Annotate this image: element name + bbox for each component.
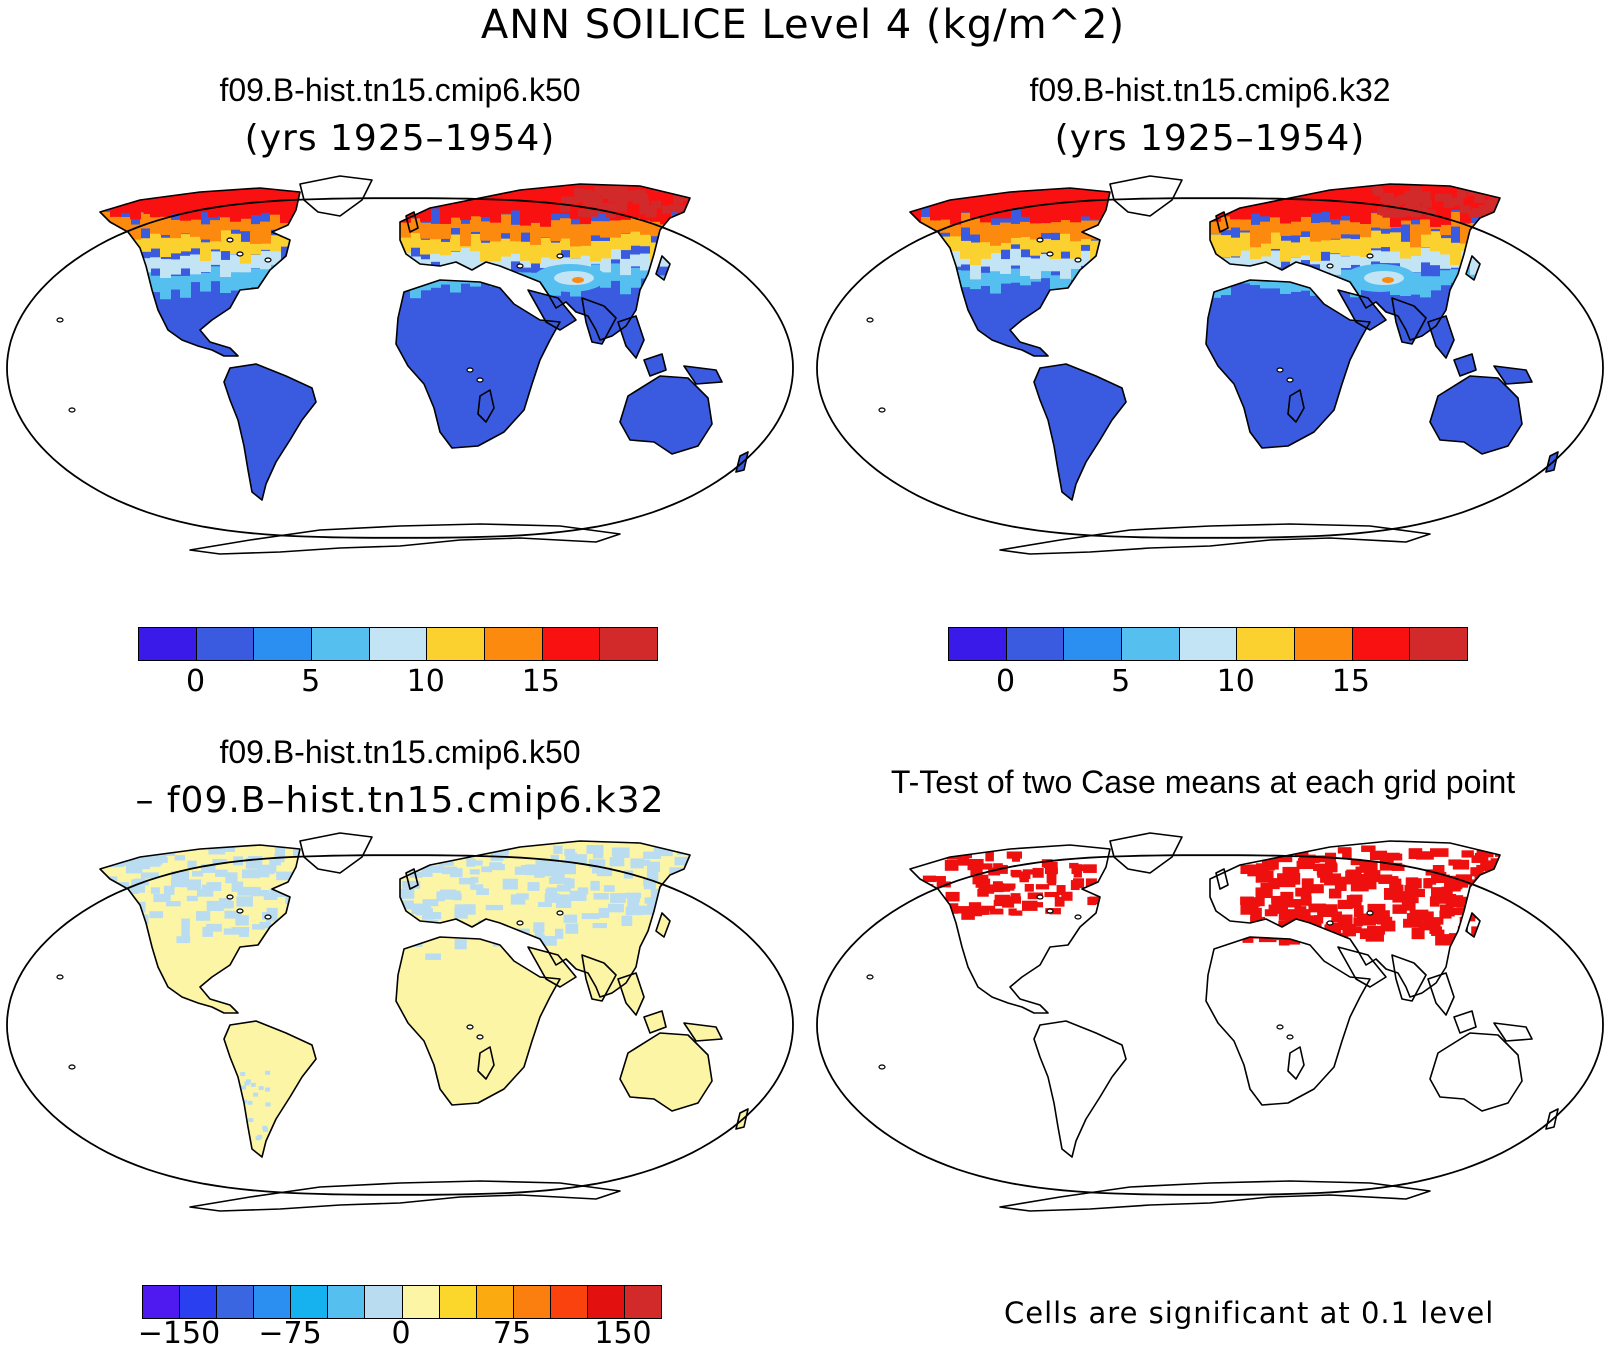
panel4-title: T-Test of two Case means at each grid po… <box>890 764 1516 800</box>
colorbar-difference-tick-label: −150 <box>137 1316 221 1351</box>
colorbar-swatch <box>217 1286 255 1318</box>
colorbar-swatch <box>254 628 313 660</box>
colorbar-swatch <box>1064 628 1123 660</box>
colorbar-swatch <box>180 1286 218 1318</box>
colorbar-swatch <box>513 1286 551 1318</box>
colorbar-swatch <box>328 1286 366 1318</box>
colorbar-k32-tick-label: 15 <box>1331 664 1370 699</box>
panel2-title: f09.B-hist.tn15.cmip6.k32 <box>1029 72 1391 108</box>
colorbar-difference-tick-label: 0 <box>391 1316 411 1351</box>
colorbar-swatch <box>427 628 486 660</box>
colorbar-difference-tick-label: 150 <box>594 1316 652 1351</box>
colorbar-swatch <box>196 628 255 660</box>
colorbar-swatch <box>1179 628 1238 660</box>
colorbar-swatch <box>254 1286 292 1318</box>
map-panel-k32 <box>816 175 1604 555</box>
colorbar-swatch <box>143 1286 181 1318</box>
colorbar-k50-tick-label: 15 <box>521 664 560 699</box>
map-panel-difference <box>6 832 794 1212</box>
colorbar-k50 <box>138 627 658 661</box>
colorbar-swatch <box>139 628 197 660</box>
colorbar-k32-tick-label: 5 <box>1111 664 1131 699</box>
colorbar-swatch <box>312 628 370 660</box>
colorbar-swatch <box>949 628 1007 660</box>
colorbar-swatch <box>542 628 601 660</box>
colorbar-swatch <box>369 628 428 660</box>
colorbar-k50-tick-label: 10 <box>406 664 445 699</box>
colorbar-k50-tick-label: 0 <box>186 664 206 699</box>
colorbar-swatch <box>550 1286 588 1318</box>
colorbar-swatch <box>476 1286 514 1318</box>
colorbar-swatch <box>1352 628 1411 660</box>
panel3-subtitle: – f09.B–hist.tn15.cmip6.k32 <box>135 780 665 821</box>
colorbar-swatch <box>1295 628 1353 660</box>
colorbar-swatch <box>625 1286 662 1318</box>
colorbar-k32 <box>948 627 1468 661</box>
colorbar-k32-tick-label: 10 <box>1216 664 1255 699</box>
colorbar-difference <box>142 1285 662 1319</box>
colorbar-k50-tick-label: 5 <box>301 664 321 699</box>
panel1-title: f09.B-hist.tn15.cmip6.k50 <box>219 72 581 108</box>
colorbar-swatch <box>402 1286 440 1318</box>
figure-title: ANN SOILICE Level 4 (kg/m^2) <box>480 2 1126 48</box>
colorbar-swatch <box>600 628 658 660</box>
colorbar-k32-tick-label: 0 <box>996 664 1016 699</box>
colorbar-swatch <box>587 1286 626 1318</box>
colorbar-swatch <box>485 628 543 660</box>
panel1-subtitle: (yrs 1925–1954) <box>244 118 556 159</box>
colorbar-swatch <box>439 1286 477 1318</box>
colorbar-swatch <box>1006 628 1065 660</box>
colorbar-swatch <box>1237 628 1296 660</box>
panel3-title: f09.B-hist.tn15.cmip6.k50 <box>219 734 581 770</box>
colorbar-difference-tick-label: −75 <box>258 1316 322 1351</box>
map-panel-ttest <box>816 832 1604 1212</box>
colorbar-swatch <box>365 1286 403 1318</box>
map-panel-k50 <box>6 175 794 555</box>
colorbar-swatch <box>1410 628 1468 660</box>
significance-note: Cells are significant at 0.1 level <box>1004 1296 1495 1330</box>
colorbar-difference-tick-label: 75 <box>492 1316 532 1351</box>
colorbar-swatch <box>1122 628 1180 660</box>
panel2-subtitle: (yrs 1925–1954) <box>1054 118 1366 159</box>
colorbar-swatch <box>291 1286 329 1318</box>
